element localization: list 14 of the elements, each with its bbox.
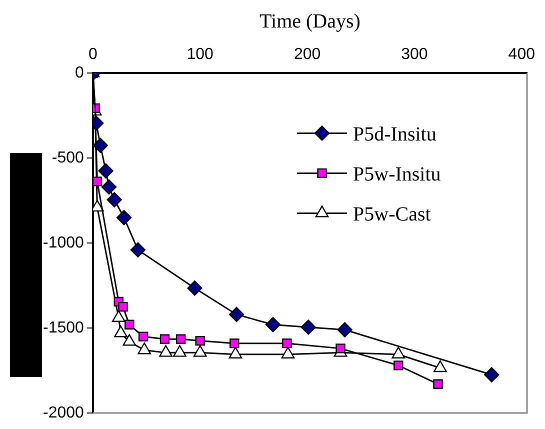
y-tick-label: -2000 bbox=[43, 404, 84, 422]
x-tick-label: 200 bbox=[294, 46, 321, 64]
y-tick-label: -500 bbox=[52, 150, 84, 167]
y-tick-label: 0 bbox=[75, 64, 84, 82]
x-tick-label: 100 bbox=[186, 46, 214, 64]
x-tick-label: 400 bbox=[508, 46, 536, 64]
x-axis-title: Time (Days) bbox=[259, 10, 360, 32]
legend-label: P5d-Insitu bbox=[353, 123, 436, 146]
x-tick-label: 0 bbox=[88, 46, 98, 64]
x-tick-label: 300 bbox=[401, 46, 428, 64]
legend-label: P5w-Cast bbox=[353, 203, 432, 226]
y-tick-label: -1500 bbox=[43, 319, 84, 336]
legend-label: P5w-Insitu bbox=[353, 163, 441, 186]
y-tick-label: -1000 bbox=[43, 234, 84, 252]
